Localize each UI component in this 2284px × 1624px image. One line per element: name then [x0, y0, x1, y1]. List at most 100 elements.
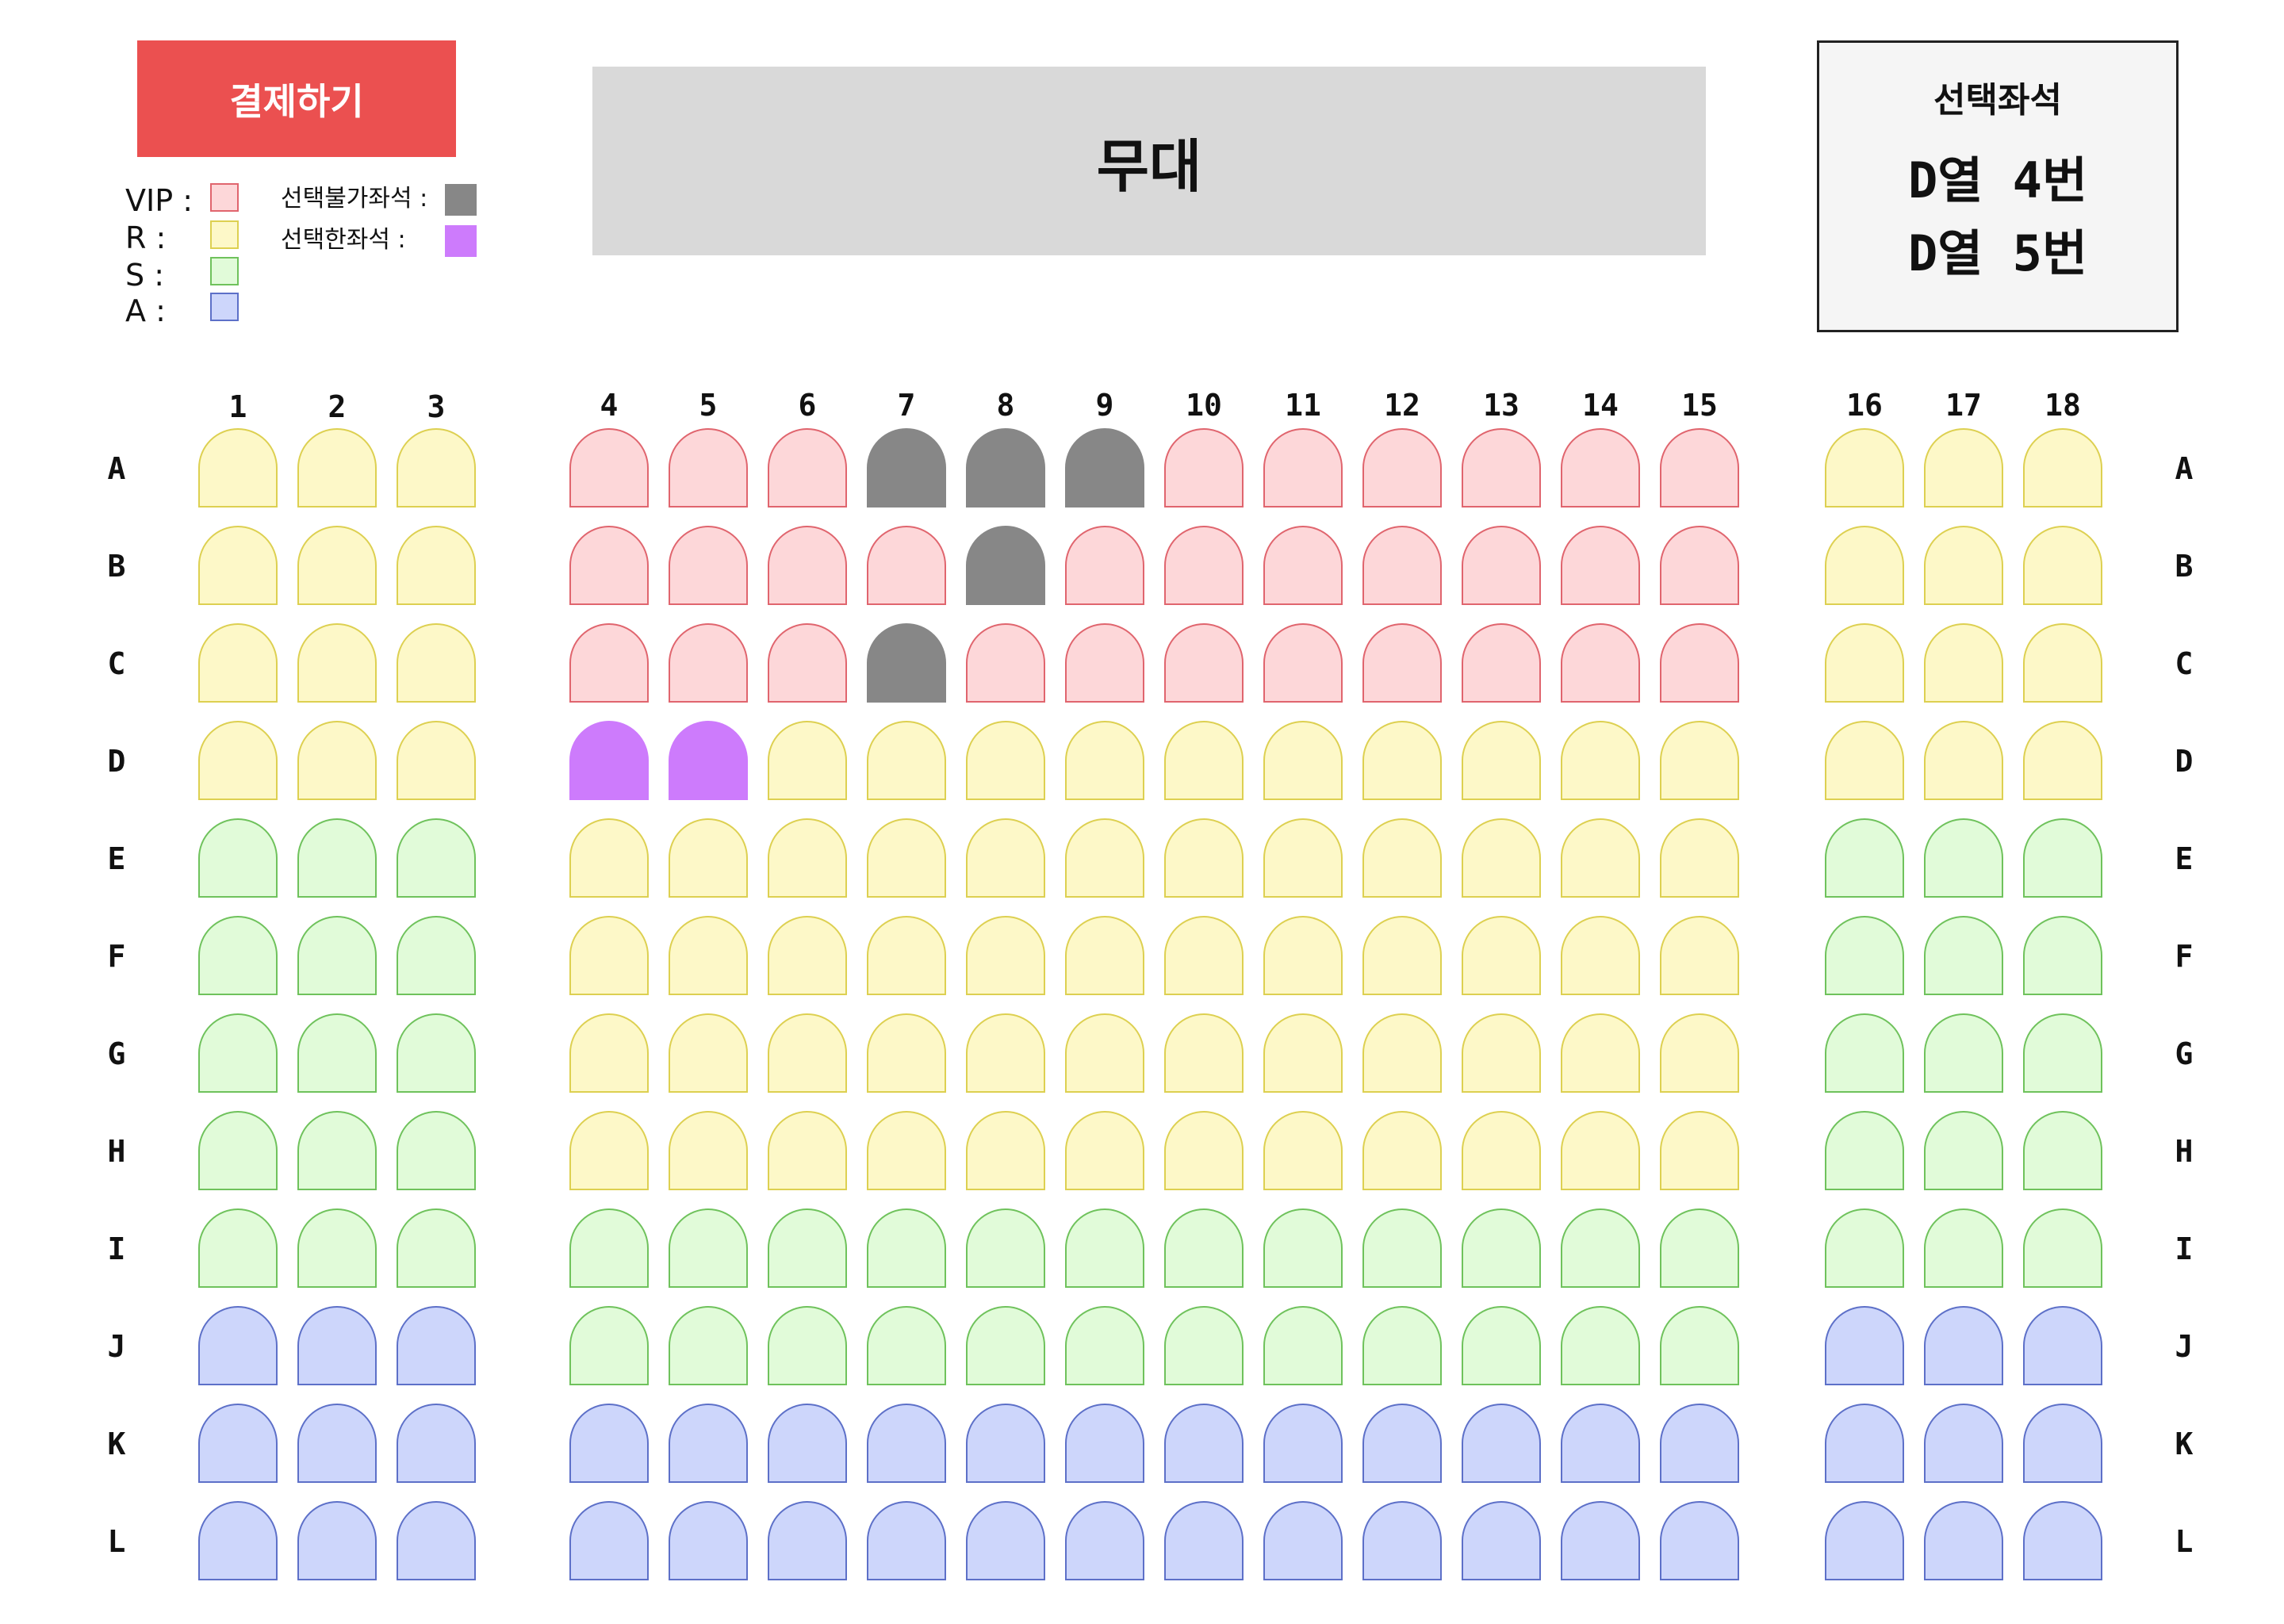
seat-E11[interactable] [1263, 818, 1343, 898]
seat-F3[interactable] [397, 916, 476, 995]
seat-C12[interactable] [1362, 623, 1442, 703]
seat-I15[interactable] [1660, 1208, 1739, 1288]
seat-G13[interactable] [1462, 1013, 1541, 1093]
seat-B18[interactable] [2023, 526, 2102, 605]
seat-B7[interactable] [867, 526, 946, 605]
seat-G12[interactable] [1362, 1013, 1442, 1093]
seat-A12[interactable] [1362, 428, 1442, 508]
seat-H16[interactable] [1825, 1111, 1904, 1190]
seat-E2[interactable] [297, 818, 377, 898]
seat-I17[interactable] [1924, 1208, 2003, 1288]
seat-G14[interactable] [1561, 1013, 1640, 1093]
seat-G1[interactable] [198, 1013, 278, 1093]
seat-E3[interactable] [397, 818, 476, 898]
seat-B14[interactable] [1561, 526, 1640, 605]
seat-C11[interactable] [1263, 623, 1343, 703]
seat-A18[interactable] [2023, 428, 2102, 508]
seat-H11[interactable] [1263, 1111, 1343, 1190]
seat-F16[interactable] [1825, 916, 1904, 995]
seat-L1[interactable] [198, 1501, 278, 1580]
seat-I16[interactable] [1825, 1208, 1904, 1288]
seat-F12[interactable] [1362, 916, 1442, 995]
seat-L4[interactable] [569, 1501, 649, 1580]
seat-J11[interactable] [1263, 1306, 1343, 1385]
seat-A14[interactable] [1561, 428, 1640, 508]
seat-D9[interactable] [1065, 721, 1144, 800]
seat-G15[interactable] [1660, 1013, 1739, 1093]
seat-I8[interactable] [966, 1208, 1045, 1288]
seat-F8[interactable] [966, 916, 1045, 995]
seat-I4[interactable] [569, 1208, 649, 1288]
seat-B4[interactable] [569, 526, 649, 605]
seat-E5[interactable] [669, 818, 748, 898]
seat-B12[interactable] [1362, 526, 1442, 605]
seat-K11[interactable] [1263, 1404, 1343, 1483]
seat-L13[interactable] [1462, 1501, 1541, 1580]
seat-H8[interactable] [966, 1111, 1045, 1190]
seat-G7[interactable] [867, 1013, 946, 1093]
seat-K17[interactable] [1924, 1404, 2003, 1483]
seat-A1[interactable] [198, 428, 278, 508]
seat-H10[interactable] [1164, 1111, 1244, 1190]
seat-C8[interactable] [966, 623, 1045, 703]
seat-I6[interactable] [768, 1208, 847, 1288]
seat-K16[interactable] [1825, 1404, 1904, 1483]
seat-A3[interactable] [397, 428, 476, 508]
seat-D10[interactable] [1164, 721, 1244, 800]
seat-D13[interactable] [1462, 721, 1541, 800]
seat-A2[interactable] [297, 428, 377, 508]
seat-G2[interactable] [297, 1013, 377, 1093]
seat-C10[interactable] [1164, 623, 1244, 703]
seat-F2[interactable] [297, 916, 377, 995]
seat-E6[interactable] [768, 818, 847, 898]
seat-H14[interactable] [1561, 1111, 1640, 1190]
seat-L15[interactable] [1660, 1501, 1739, 1580]
seat-E4[interactable] [569, 818, 649, 898]
seat-C17[interactable] [1924, 623, 2003, 703]
seat-C13[interactable] [1462, 623, 1541, 703]
seat-J3[interactable] [397, 1306, 476, 1385]
seat-K10[interactable] [1164, 1404, 1244, 1483]
seat-H6[interactable] [768, 1111, 847, 1190]
seat-E10[interactable] [1164, 818, 1244, 898]
seat-D3[interactable] [397, 721, 476, 800]
seat-D17[interactable] [1924, 721, 2003, 800]
seat-F6[interactable] [768, 916, 847, 995]
seat-C5[interactable] [669, 623, 748, 703]
seat-F11[interactable] [1263, 916, 1343, 995]
seat-L18[interactable] [2023, 1501, 2102, 1580]
seat-G10[interactable] [1164, 1013, 1244, 1093]
seat-F1[interactable] [198, 916, 278, 995]
seat-H5[interactable] [669, 1111, 748, 1190]
seat-E9[interactable] [1065, 818, 1144, 898]
seat-G3[interactable] [397, 1013, 476, 1093]
seat-L17[interactable] [1924, 1501, 2003, 1580]
seat-J2[interactable] [297, 1306, 377, 1385]
seat-C14[interactable] [1561, 623, 1640, 703]
seat-K13[interactable] [1462, 1404, 1541, 1483]
seat-L8[interactable] [966, 1501, 1045, 1580]
seat-J1[interactable] [198, 1306, 278, 1385]
seat-I7[interactable] [867, 1208, 946, 1288]
seat-J9[interactable] [1065, 1306, 1144, 1385]
seat-F14[interactable] [1561, 916, 1640, 995]
seat-D6[interactable] [768, 721, 847, 800]
seat-K14[interactable] [1561, 1404, 1640, 1483]
seat-I9[interactable] [1065, 1208, 1144, 1288]
seat-J5[interactable] [669, 1306, 748, 1385]
seat-G6[interactable] [768, 1013, 847, 1093]
seat-G4[interactable] [569, 1013, 649, 1093]
seat-L12[interactable] [1362, 1501, 1442, 1580]
seat-I2[interactable] [297, 1208, 377, 1288]
seat-E8[interactable] [966, 818, 1045, 898]
seat-B17[interactable] [1924, 526, 2003, 605]
seat-I3[interactable] [397, 1208, 476, 1288]
seat-A10[interactable] [1164, 428, 1244, 508]
seat-D5[interactable] [669, 721, 748, 800]
seat-D14[interactable] [1561, 721, 1640, 800]
seat-J6[interactable] [768, 1306, 847, 1385]
seat-L9[interactable] [1065, 1501, 1144, 1580]
seat-B6[interactable] [768, 526, 847, 605]
seat-J7[interactable] [867, 1306, 946, 1385]
seat-G8[interactable] [966, 1013, 1045, 1093]
